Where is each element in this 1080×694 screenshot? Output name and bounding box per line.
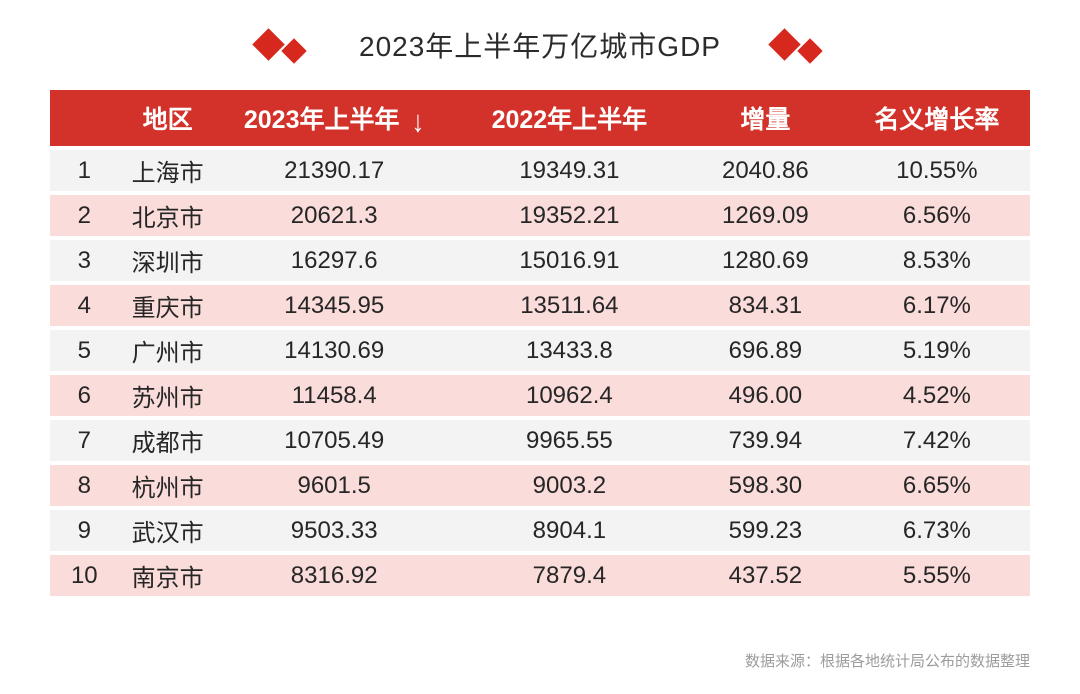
gdp-2022-cell: 19349.31	[451, 148, 687, 195]
rank-cell: 2	[50, 193, 119, 240]
data-source-note: 数据来源：根据各地统计局公布的数据整理	[744, 653, 1030, 670]
gdp-2022-cell: 10962.4	[451, 373, 687, 420]
gdp-2023-cell: 9601.5	[216, 463, 452, 510]
growth-rate-cell: 7.42%	[843, 418, 1030, 465]
gdp-2022-cell: 13433.8	[451, 328, 687, 375]
table-row: 10 南京市 8316.92 7879.4 437.52 5.55%	[50, 553, 1030, 600]
gdp-2023-cell: 10705.49	[216, 418, 452, 465]
gdp-2022-cell: 7879.4	[451, 553, 687, 600]
growth-rate-cell: 8.53%	[843, 238, 1030, 285]
table-row: 7 成都市 10705.49 9965.55 739.94 7.42%	[50, 418, 1030, 465]
rank-cell: 9	[50, 508, 119, 555]
rank-cell: 8	[50, 463, 119, 510]
gdp-2022-cell: 9003.2	[451, 463, 687, 510]
region-cell: 苏州市	[118, 373, 217, 420]
table-body: 1 上海市 21390.17 19349.31 2040.86 10.55% 2 北京市 206…	[50, 148, 1030, 600]
table-row: 2 北京市 20621.3 19352.21 1269.09 6.56%	[50, 193, 1030, 240]
gdp-2023-cell: 9503.33	[216, 508, 452, 555]
gdp-2022-cell: 9965.55	[451, 418, 687, 465]
gdp-2022-header: 2022年上半年	[451, 90, 687, 150]
gdp-2022-cell: 8904.1	[451, 508, 687, 555]
gdp-2023-cell: 14345.95	[216, 283, 452, 330]
growth-rate-cell: 10.55%	[843, 148, 1030, 195]
region-cell: 深圳市	[118, 238, 217, 285]
table-row: 6 苏州市 11458.4 10962.4 496.00 4.52%	[50, 373, 1030, 420]
growth-rate-cell: 6.56%	[843, 193, 1030, 240]
increment-cell: 834.31	[686, 283, 844, 330]
increment-cell: 599.23	[686, 508, 844, 555]
gdp-2023-cell: 20621.3	[216, 193, 452, 240]
gdp-table: 地区 2023年上半年 ↓ 2022年上半年 增量 名义增长率 1 上海市 21390…	[50, 90, 1030, 600]
gdp-2023-header[interactable]: 2023年上半年 ↓	[216, 90, 452, 150]
region-cell: 重庆市	[118, 283, 217, 330]
growth-rate-cell: 6.65%	[843, 463, 1030, 510]
gdp-2023-cell: 14130.69	[216, 328, 452, 375]
gdp-2022-cell: 19352.21	[451, 193, 687, 240]
increment-cell: 696.89	[686, 328, 844, 375]
gdp-2023-cell: 8316.92	[216, 553, 452, 600]
rank-cell: 1	[50, 148, 119, 195]
increment-cell: 1269.09	[686, 193, 844, 240]
right-diamonds-icon	[767, 23, 829, 67]
region-cell: 广州市	[118, 328, 217, 375]
growth-rate-cell: 5.19%	[843, 328, 1030, 375]
table-row: 9 武汉市 9503.33 8904.1 599.23 6.73%	[50, 508, 1030, 555]
growth-rate-cell: 6.73%	[843, 508, 1030, 555]
table-row: 8 杭州市 9601.5 9003.2 598.30 6.65%	[50, 463, 1030, 510]
region-header: 地区	[118, 90, 217, 150]
gdp-2023-cell: 11458.4	[216, 373, 452, 420]
region-cell: 北京市	[118, 193, 217, 240]
sort-descending-icon: ↓	[411, 103, 425, 138]
table-header: 地区 2023年上半年 ↓ 2022年上半年 增量 名义增长率	[50, 90, 1030, 150]
table-row: 4 重庆市 14345.95 13511.64 834.31 6.17%	[50, 283, 1030, 330]
rank-cell: 3	[50, 238, 119, 285]
growth-rate-cell: 5.55%	[843, 553, 1030, 600]
region-cell: 成都市	[118, 418, 217, 465]
increment-cell: 2040.86	[686, 148, 844, 195]
rank-cell: 5	[50, 328, 119, 375]
table-row: 5 广州市 14130.69 13433.8 696.89 5.19%	[50, 328, 1030, 375]
gdp-2023-header-label: 2023年上半年	[243, 105, 400, 134]
growth-rate-header: 名义增长率	[843, 90, 1030, 150]
region-cell: 上海市	[118, 148, 217, 195]
growth-rate-cell: 6.17%	[843, 283, 1030, 330]
increment-cell: 739.94	[686, 418, 844, 465]
table-row: 1 上海市 21390.17 19349.31 2040.86 10.55%	[50, 148, 1030, 195]
rank-cell: 6	[50, 373, 119, 420]
gdp-2023-cell: 16297.6	[216, 238, 452, 285]
region-cell: 南京市	[118, 553, 217, 600]
rank-header	[50, 90, 119, 150]
rank-cell: 4	[50, 283, 119, 330]
rank-cell: 10	[50, 553, 119, 600]
increment-cell: 496.00	[686, 373, 844, 420]
page-title: 2023年上半年万亿城市GDP	[359, 31, 721, 62]
increment-cell: 1280.69	[686, 238, 844, 285]
table-row: 3 深圳市 16297.6 15016.91 1280.69 8.53%	[50, 238, 1030, 285]
gdp-2023-cell: 21390.17	[216, 148, 452, 195]
gdp-2022-cell: 13511.64	[451, 283, 687, 330]
region-cell: 武汉市	[118, 508, 217, 555]
rank-cell: 7	[50, 418, 119, 465]
growth-rate-cell: 4.52%	[843, 373, 1030, 420]
left-diamonds-icon	[251, 23, 313, 67]
increment-cell: 598.30	[686, 463, 844, 510]
title-bar: 2023年上半年万亿城市GDP	[0, 20, 1080, 70]
region-cell: 杭州市	[118, 463, 217, 510]
increment-cell: 437.52	[686, 553, 844, 600]
gdp-2022-cell: 15016.91	[451, 238, 687, 285]
increment-header: 增量	[686, 90, 844, 150]
